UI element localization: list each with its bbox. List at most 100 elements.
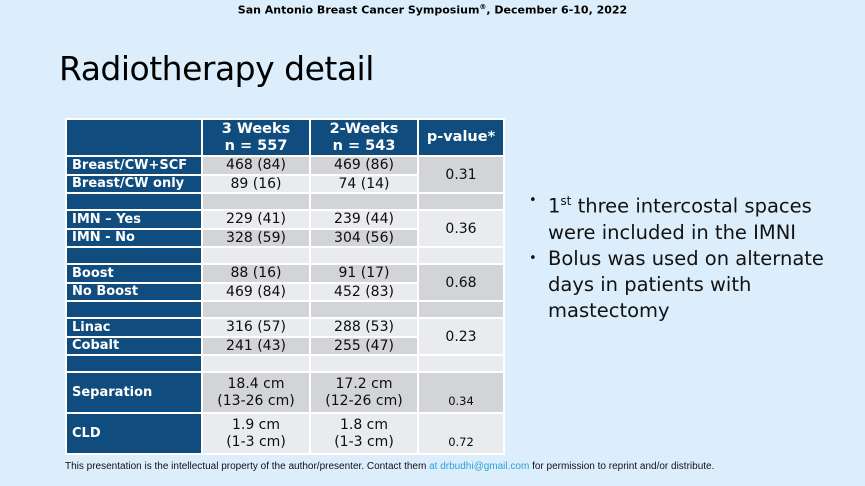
measure-value: 17.2 cm xyxy=(335,375,393,392)
measure-range: (1-3 cm) xyxy=(226,433,286,450)
list-item: • 1st three intercostal spaces were incl… xyxy=(529,188,849,246)
row-label-cell: Breast/CW only xyxy=(67,175,201,192)
spacer-cell xyxy=(203,194,309,209)
table-row-imn-no: IMN - No 328 (59) 304 (56) xyxy=(67,229,503,246)
table-header-row: 3 Weeks n = 557 2-Weeks n = 543 p-value* xyxy=(67,120,503,155)
spacer-cell xyxy=(311,356,417,371)
data-cell: 17.2 cm (12-26 cm) xyxy=(311,373,417,412)
data-cell: 469 (86) xyxy=(311,157,417,174)
table-row-boost: Boost 88 (16) 91 (17) 0.68 xyxy=(67,265,503,300)
p-value-cell: 0.23 xyxy=(419,319,503,354)
symposium-date: , December 6-10, 2022 xyxy=(486,3,628,17)
spacer-row xyxy=(67,302,503,317)
table-row-cld: CLD 1.9 cm (1-3 cm) 1.8 cm (1-3 cm) 0.72 xyxy=(67,414,503,453)
data-cell: 241 (43) xyxy=(203,337,309,354)
registered-trademark-symbol: ® xyxy=(479,3,487,11)
measure-range: (12-26 cm) xyxy=(325,392,403,409)
bullet-text-start: 1 xyxy=(548,194,561,218)
notes-bullet-list: • 1st three intercostal spaces were incl… xyxy=(529,188,849,324)
table-row-linac: Linac 316 (57) 288 (53) 0.23 xyxy=(67,319,503,354)
data-cell: 469 (84) xyxy=(203,283,309,300)
spacer-cell xyxy=(203,356,309,371)
spacer-row xyxy=(67,248,503,263)
data-cell: 74 (14) xyxy=(311,175,417,192)
ordinal-superscript: st xyxy=(560,194,572,208)
column-header-line: 3 Weeks xyxy=(221,120,291,137)
spacer-cell xyxy=(419,248,503,263)
row-label-cell: Boost xyxy=(67,265,201,282)
data-cell: 1.8 cm (1-3 cm) xyxy=(311,414,417,453)
table-row-breast-cw-scf: Breast/CW+SCF 468 (84) 469 (86) 0.31 xyxy=(67,157,503,192)
spacer-cell xyxy=(203,302,309,317)
bullet-dot-icon: • xyxy=(529,193,537,208)
footer-text-pre: This presentation is the intellectual pr… xyxy=(65,461,430,472)
table-row-no-boost: No Boost 469 (84) 452 (83) xyxy=(67,283,503,300)
row-label-cell: IMN – Yes xyxy=(67,211,201,228)
spacer-cell xyxy=(419,356,503,371)
column-header-line: n = 543 xyxy=(332,137,396,154)
table-row-cobalt: Cobalt 241 (43) 255 (47) xyxy=(67,337,503,354)
data-cell: 328 (59) xyxy=(203,229,309,246)
symposium-header: San Antonio Breast Cancer Symposium®, De… xyxy=(0,3,865,17)
column-header-3weeks: 3 Weeks n = 557 xyxy=(203,120,309,155)
slide-title: Radiotherapy detail xyxy=(59,49,374,88)
row-label-cell: IMN - No xyxy=(67,229,201,246)
spacer-cell xyxy=(311,302,417,317)
column-header-line: n = 557 xyxy=(224,137,288,154)
data-cell: 1.9 cm (1-3 cm) xyxy=(203,414,309,453)
p-value-cell: 0.36 xyxy=(419,211,503,246)
data-cell: 239 (44) xyxy=(311,211,417,228)
data-cell: 18.4 cm (13-26 cm) xyxy=(203,373,309,412)
data-cell: 91 (17) xyxy=(311,265,417,282)
spacer-row xyxy=(67,356,503,371)
spacer-label-cell xyxy=(67,194,201,209)
symposium-name: San Antonio Breast Cancer Symposium xyxy=(237,3,480,17)
data-cell: 452 (83) xyxy=(311,283,417,300)
table-corner-cell xyxy=(67,120,201,155)
spacer-label-cell xyxy=(67,356,201,371)
data-cell: 229 (41) xyxy=(203,211,309,228)
measure-value: 1.8 cm xyxy=(339,416,389,433)
measure-value: 1.9 cm xyxy=(231,416,281,433)
copyright-footer: This presentation is the intellectual pr… xyxy=(65,461,845,472)
data-cell: 304 (56) xyxy=(311,229,417,246)
table-row-separation: Separation 18.4 cm (13-26 cm) 17.2 cm (1… xyxy=(67,373,503,412)
row-label-cell: Separation xyxy=(67,373,201,412)
p-value-cell: 0.31 xyxy=(419,157,503,192)
data-cell: 468 (84) xyxy=(203,157,309,174)
bullet-text: 1st three intercostal spaces were includ… xyxy=(548,188,849,246)
bullet-dot-icon: • xyxy=(529,250,537,266)
contact-email-link[interactable]: at drbudhi@gmail.com xyxy=(429,461,530,472)
spacer-cell xyxy=(419,194,503,209)
bullet-text-rest: three intercostal spaces were included i… xyxy=(548,194,812,244)
column-header-2weeks: 2-Weeks n = 543 xyxy=(311,120,417,155)
p-value-cell: 0.68 xyxy=(419,265,503,300)
row-label-cell: CLD xyxy=(67,414,201,453)
data-cell: 89 (16) xyxy=(203,175,309,192)
spacer-label-cell xyxy=(67,248,201,263)
spacer-cell xyxy=(311,248,417,263)
row-label-cell: Linac xyxy=(67,319,201,336)
p-value-cell: 0.34 xyxy=(419,373,503,412)
measure-range: (1-3 cm) xyxy=(334,433,394,450)
spacer-cell xyxy=(419,302,503,317)
measure-range: (13-26 cm) xyxy=(217,392,295,409)
data-cell: 288 (53) xyxy=(311,319,417,336)
spacer-cell xyxy=(311,194,417,209)
table-row-imn-yes: IMN – Yes 229 (41) 239 (44) 0.36 xyxy=(67,211,503,246)
spacer-row xyxy=(67,194,503,209)
measure-value: 18.4 cm xyxy=(227,375,285,392)
bullet-text: Bolus was used on alternate days in pati… xyxy=(548,246,824,322)
data-cell: 316 (57) xyxy=(203,319,309,336)
table-row-breast-cw-only: Breast/CW only 89 (16) 74 (14) xyxy=(67,175,503,192)
column-header-line: 2-Weeks xyxy=(329,120,399,137)
data-cell: 255 (47) xyxy=(311,337,417,354)
footer-text-post: for permission to reprint and/or distrib… xyxy=(529,461,715,472)
data-cell: 88 (16) xyxy=(203,265,309,282)
radiotherapy-table: 3 Weeks n = 557 2-Weeks n = 543 p-value*… xyxy=(65,118,505,455)
row-label-cell: No Boost xyxy=(67,283,201,300)
list-item: • Bolus was used on alternate days in pa… xyxy=(529,246,849,324)
spacer-label-cell xyxy=(67,302,201,317)
column-header-pvalue: p-value* xyxy=(419,120,503,155)
